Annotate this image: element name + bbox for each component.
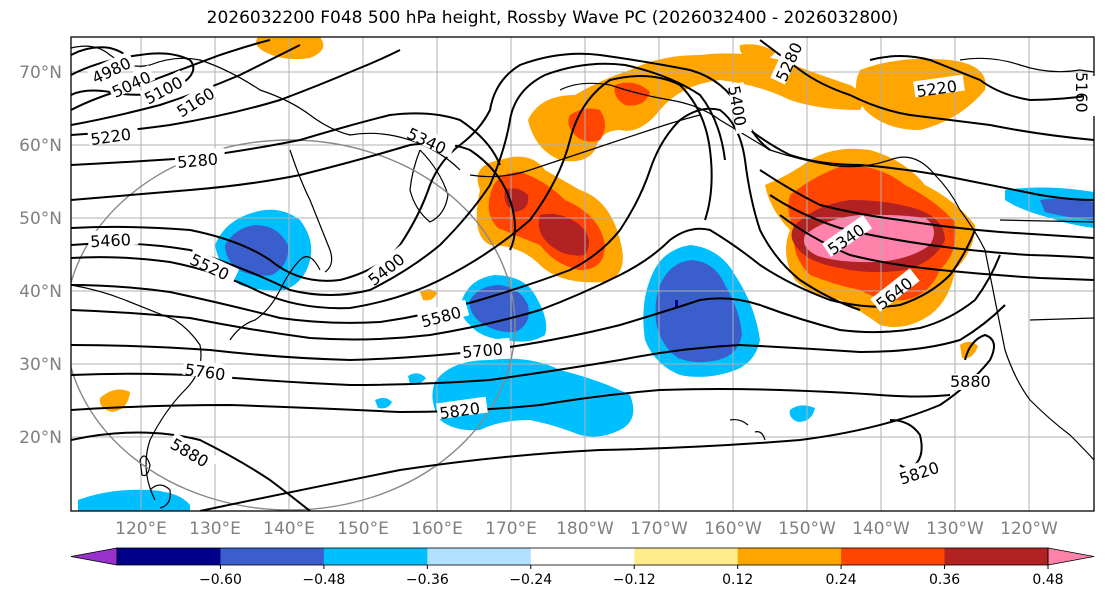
coast-canada-border [999, 219, 1094, 223]
colorbar-segment [944, 548, 1049, 565]
colorbar-tick-label: −0.48 [302, 572, 345, 588]
colorbar-tick-label: 0.12 [722, 572, 753, 588]
lon-label-130w: 130°W [926, 519, 984, 539]
contour-label-5460: 5460 [90, 230, 132, 251]
contour-5820 [71, 388, 951, 414]
colorbar-tick-label: 0.24 [826, 572, 857, 588]
lon-label-170e: 170°E [485, 519, 537, 539]
contour-label-5700: 5700 [461, 339, 503, 361]
lon-label-120w: 120°W [1000, 519, 1058, 539]
coast-philippines [149, 484, 171, 509]
contour-label-5280: 5280 [176, 149, 218, 171]
colorbar-tick-label: 0.48 [1032, 572, 1063, 588]
coast-kamchatka [409, 149, 449, 223]
colorbar-extend-low [70, 547, 118, 566]
lat-label-70n: 70°N [19, 63, 62, 83]
coast-japan [229, 256, 321, 341]
coast-okhotsk [289, 149, 333, 273]
lat-label-20n: 20°N [19, 428, 62, 448]
lon-label-150w: 150°W [778, 519, 836, 539]
colorbar-tick-label: −0.36 [406, 572, 449, 588]
coast-arctic-canada [959, 57, 1094, 73]
colorbar-tick-label: −0.24 [509, 572, 552, 588]
reference-circle [71, 139, 516, 511]
negative-anomaly-subtropical [432, 358, 634, 437]
lat-label-40n: 40°N [19, 282, 62, 302]
colorbar-tick-label: −0.60 [199, 572, 242, 588]
lon-label-170w: 170°W [630, 519, 688, 539]
colorbar-tick-label: −0.12 [613, 572, 656, 588]
colorbar-segment [737, 548, 842, 565]
contour-5400 [71, 52, 771, 282]
coast-aleutians [469, 114, 701, 178]
contour-5400-gulf [759, 169, 1094, 239]
lon-label-130e: 130°E [189, 519, 241, 539]
lon-label-140w: 140°W [852, 519, 910, 539]
colorbar-segment [323, 548, 428, 565]
positive-anomaly-bering-max [538, 213, 589, 256]
latitude-labels: 70°N 60°N 50°N 40°N 30°N 20°N [19, 63, 62, 448]
colorbar-segment [530, 548, 635, 565]
lon-label-160e: 160°E [411, 519, 463, 539]
contour-5760 [71, 304, 1006, 387]
colorbar-tick-label: 0.36 [929, 572, 960, 588]
lat-label-30n: 30°N [19, 355, 62, 375]
figure-title: 2026032200 F048 500 hPa height, Rossby W… [206, 8, 899, 28]
coast-hawaii [729, 418, 766, 441]
contour-5880-south [199, 333, 995, 511]
lon-label-140e: 140°E [263, 519, 315, 539]
contour-label-5160-edge: 5160 [1072, 72, 1091, 113]
lon-label-160w: 160°W [704, 519, 762, 539]
colorbar-segment [841, 548, 946, 565]
longitude-labels: 120°E 130°E 140°E 150°E 160°E 170°E 180°… [115, 519, 1058, 539]
lat-label-60n: 60°N [19, 136, 62, 156]
lon-label-120e: 120°E [115, 519, 167, 539]
contour-5700 [71, 254, 1001, 362]
colorbar-segments [70, 547, 1095, 566]
coast-taiwan [139, 455, 151, 477]
contour-5280-arctic [759, 39, 1094, 141]
contour-5340-arctic [749, 129, 1094, 201]
coast-north-america-west [959, 209, 1094, 461]
contour-5460-gulf [769, 194, 1094, 259]
contour-5100 [71, 39, 271, 111]
contour-5880 [71, 431, 311, 511]
coast-us-border [1029, 317, 1094, 321]
colorbar-segment [117, 548, 221, 565]
lat-label-50n: 50°N [19, 209, 62, 229]
colorbar-segment [427, 548, 532, 565]
colorbar-frame [116, 547, 1049, 566]
contour-5460 [71, 62, 726, 296]
colorbar: −0.60 −0.48 −0.36 −0.24 −0.12 0.12 0.24 0.36 0.4… [70, 547, 1095, 588]
contour-5280 [71, 112, 501, 166]
colorbar-ticks: −0.60 −0.48 −0.36 −0.24 −0.12 0.12 0.24 0.36 0.4… [199, 565, 1064, 588]
coast-china-korea [71, 284, 202, 501]
map-frame [70, 36, 1095, 512]
contour-5340 [71, 142, 516, 251]
contour-label-5880-east: 5880 [950, 372, 991, 391]
height-contours [71, 39, 1094, 511]
colorbar-segment [220, 548, 325, 565]
colorbar-extend-high [1047, 547, 1095, 566]
lon-label-150e: 150°E [337, 519, 389, 539]
contour-5220-arctic [869, 55, 1094, 102]
colorbar-segment [634, 548, 739, 565]
lon-label-180w: 180°W [556, 519, 614, 539]
contour-5640 [71, 227, 976, 341]
contour-5580 [71, 107, 861, 324]
